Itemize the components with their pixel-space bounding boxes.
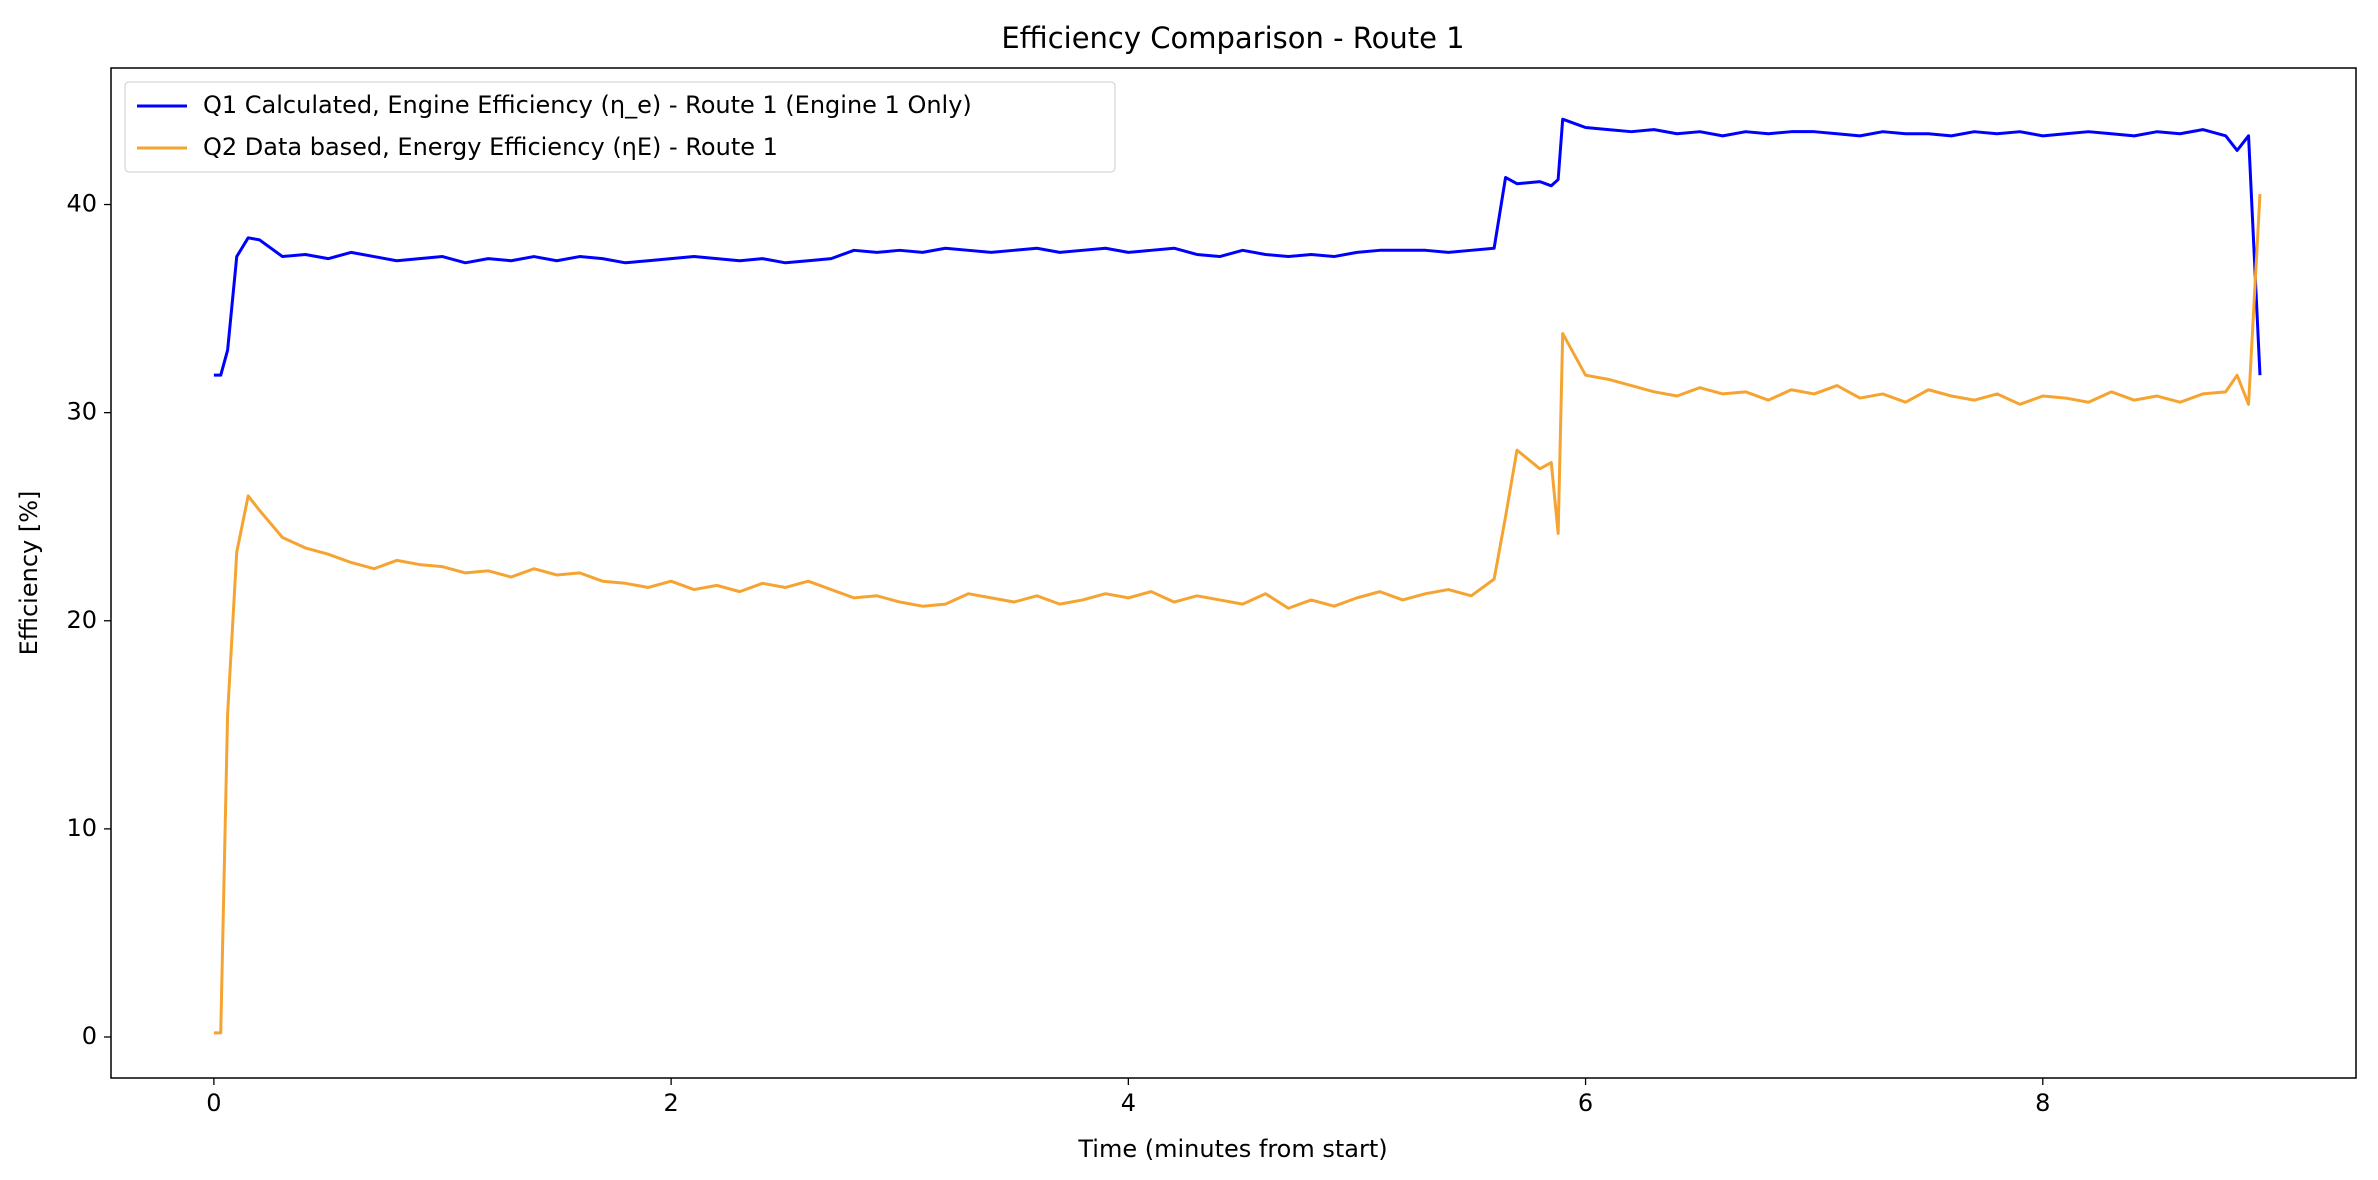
legend-box xyxy=(124,81,1116,173)
y-tick-label: 0 xyxy=(82,1022,97,1050)
y-tick-label: 40 xyxy=(66,190,97,218)
series-line xyxy=(213,194,2262,1035)
y-tick-label: 20 xyxy=(66,606,97,634)
y-tick-label: 10 xyxy=(66,814,97,842)
plot-frame xyxy=(110,67,2357,1079)
legend-label: Q2 Data based, Energy Efficiency (ηE) - … xyxy=(203,133,778,161)
x-tick-label: 6 xyxy=(1578,1089,1593,1117)
y-axis-label: Efficiency [%] xyxy=(15,491,43,656)
y-tick-label: 30 xyxy=(66,398,97,426)
series-line xyxy=(213,117,2262,377)
x-axis-label: Time (minutes from start) xyxy=(1077,1135,1387,1163)
x-tick-label: 2 xyxy=(663,1089,678,1117)
legend-label: Q1 Calculated, Engine Efficiency (η_e) -… xyxy=(203,91,972,119)
x-tick-label: 4 xyxy=(1121,1089,1136,1117)
chart-title: Efficiency Comparison - Route 1 xyxy=(1001,21,1464,55)
x-tick-label: 0 xyxy=(206,1089,221,1117)
x-tick-label: 8 xyxy=(2035,1089,2050,1117)
